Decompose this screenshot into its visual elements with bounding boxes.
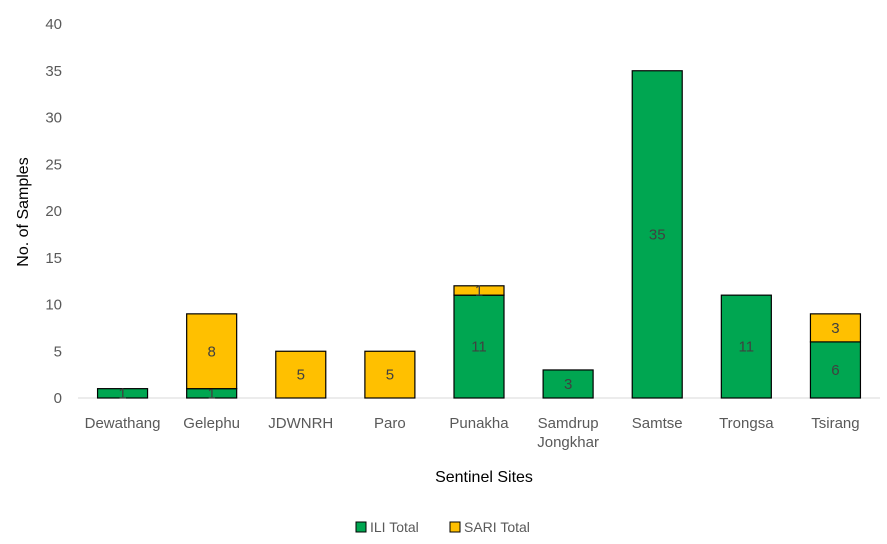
x-tick-label: JDWNRH bbox=[268, 415, 333, 432]
data-label: 1 bbox=[475, 282, 483, 299]
y-tick-label: 15 bbox=[45, 250, 62, 267]
legend-label: SARI Total bbox=[464, 519, 530, 535]
data-label: 1 bbox=[207, 385, 215, 402]
legend-swatch bbox=[449, 521, 461, 533]
legend-swatch bbox=[355, 521, 367, 533]
data-label: 11 bbox=[739, 339, 755, 356]
y-tick-label: 5 bbox=[54, 343, 62, 360]
legend-label: ILI Total bbox=[370, 519, 419, 535]
data-label: 3 bbox=[831, 320, 839, 337]
bar-segment-ili bbox=[96, 388, 149, 399]
x-tick-label: Dewathang bbox=[85, 415, 161, 432]
x-tick-label: Samtse bbox=[632, 415, 683, 432]
y-tick-label: 30 bbox=[45, 110, 62, 127]
data-label: 6 bbox=[831, 362, 839, 379]
data-label: 3 bbox=[564, 376, 572, 393]
bar-segment-ili bbox=[631, 70, 683, 399]
y-tick-label: 0 bbox=[54, 390, 62, 407]
bar-segment-sari bbox=[364, 350, 416, 399]
x-tick-label: Samdrup Jongkhar bbox=[537, 415, 599, 451]
data-label: 8 bbox=[207, 343, 215, 360]
bar-segment-sari bbox=[453, 285, 505, 296]
bar-segment-ili bbox=[542, 369, 594, 399]
y-axis-ticks: 0 5 10 15 20 25 30 35 40 bbox=[45, 16, 62, 407]
x-tick-label: Punakha bbox=[449, 415, 509, 432]
bar-segment-sari bbox=[809, 313, 862, 343]
x-tick-label: Trongsa bbox=[719, 415, 774, 432]
y-tick-label: 40 bbox=[45, 16, 62, 33]
x-tick-label: Tsirang bbox=[811, 415, 859, 432]
x-tick-label: Paro bbox=[374, 415, 406, 432]
data-label: 5 bbox=[386, 367, 394, 384]
data-label: 5 bbox=[297, 367, 305, 384]
x-tick-label: Gelephu bbox=[183, 415, 240, 432]
x-axis-ticks: Dewathang Gelephu JDWNRH Paro Punakha Samdrup… bbox=[85, 415, 860, 451]
y-tick-label: 25 bbox=[45, 156, 62, 173]
data-label: 11 bbox=[471, 339, 487, 356]
y-axis-title: No. of Samples bbox=[15, 157, 32, 266]
x-axis-title: Sentinel Sites bbox=[435, 469, 533, 486]
bar-segment-sari bbox=[275, 350, 327, 399]
y-tick-label: 10 bbox=[45, 297, 62, 314]
y-tick-label: 20 bbox=[45, 203, 62, 220]
bar-segment-ili bbox=[809, 341, 862, 399]
bar-segment-sari bbox=[186, 313, 238, 390]
data-label: 35 bbox=[649, 226, 666, 243]
data-label: 1 bbox=[118, 385, 126, 402]
bar-segment-ili bbox=[720, 294, 772, 399]
y-tick-label: 35 bbox=[45, 63, 62, 80]
legend: ILI Total SARI Total bbox=[355, 519, 530, 535]
